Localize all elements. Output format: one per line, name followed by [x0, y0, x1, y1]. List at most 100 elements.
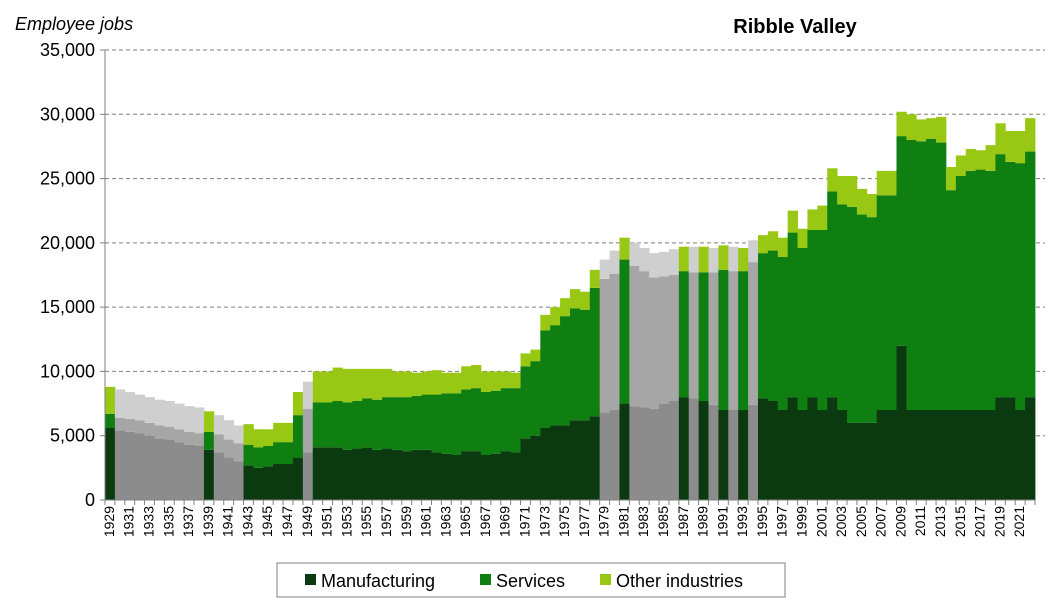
bar-manufacturing — [362, 447, 373, 500]
bar-other-industries — [471, 365, 482, 389]
bar-manufacturing — [292, 457, 304, 500]
bar-services — [1005, 161, 1016, 398]
bar-manufacturing — [985, 410, 996, 500]
x-tick-label: 1933 — [141, 506, 157, 537]
bar-manufacturing — [391, 449, 403, 500]
bar-manufacturing — [926, 410, 937, 500]
bar-other-industries — [886, 170, 897, 196]
bar-manufacturing — [233, 461, 244, 500]
bar-manufacturing — [253, 467, 264, 500]
bar-manufacturing — [975, 410, 986, 500]
bar-other-industries — [629, 242, 640, 266]
bar-services — [698, 272, 709, 401]
bar-services — [777, 257, 789, 410]
bar-services — [164, 426, 175, 440]
bar-other-industries — [688, 246, 700, 273]
x-tick-label: 1957 — [378, 506, 394, 537]
bar-manufacturing — [342, 449, 353, 500]
bar-manufacturing — [886, 410, 897, 500]
bar-other-industries — [401, 371, 413, 398]
bar-services — [649, 277, 660, 409]
bar-other-industries — [391, 371, 403, 398]
bar-services — [312, 402, 324, 448]
bar-services — [995, 154, 1006, 398]
bar-services — [500, 388, 512, 452]
bar-services — [372, 399, 383, 450]
bar-other-industries — [1005, 131, 1016, 162]
legend-swatch-other-industries — [600, 574, 611, 585]
bar-other-industries — [283, 422, 294, 443]
bar-manufacturing — [550, 425, 561, 500]
bar-manufacturing — [678, 397, 690, 500]
legend-label-services: Services — [496, 571, 565, 591]
bar-other-industries — [738, 248, 749, 272]
y-tick-label: 25,000 — [40, 169, 95, 189]
bar-services — [936, 142, 947, 411]
bar-other-industries — [441, 372, 452, 394]
bar-manufacturing — [213, 452, 225, 500]
bar-manufacturing — [866, 422, 878, 500]
bar-manufacturing — [500, 451, 512, 500]
bars — [105, 111, 1036, 500]
bar-other-industries — [451, 372, 462, 394]
bar-services — [441, 393, 452, 454]
x-tick-label: 1975 — [556, 506, 572, 537]
bar-services — [263, 446, 274, 467]
bar-services — [451, 393, 462, 455]
x-tick-label: 1947 — [279, 506, 295, 537]
bar-manufacturing — [856, 422, 868, 500]
x-tick-label: 1969 — [497, 506, 513, 537]
bar-other-industries — [866, 194, 878, 218]
bar-other-industries — [678, 246, 690, 272]
bar-services — [767, 250, 779, 401]
bar-manufacturing — [847, 422, 858, 500]
bar-other-industries — [530, 349, 541, 362]
bar-other-industries — [510, 372, 521, 389]
bar-other-industries — [263, 429, 274, 446]
bar-other-industries — [906, 114, 917, 140]
bar-manufacturing — [708, 404, 719, 500]
bar-other-industries — [382, 368, 393, 398]
y-axis-ticks: 0 5,000 10,000 15,000 20,000 25,000 30,000 35,0… — [40, 40, 105, 510]
bar-other-industries — [233, 425, 244, 444]
bar-services — [757, 253, 769, 399]
bar-other-industries — [480, 371, 492, 392]
bar-manufacturing — [431, 452, 442, 500]
bar-manufacturing — [471, 451, 482, 500]
bar-manufacturing — [322, 447, 333, 500]
bar-other-industries — [500, 371, 512, 389]
bar-manufacturing — [589, 416, 601, 500]
bar-other-industries — [975, 150, 986, 170]
bar-services — [550, 325, 561, 426]
bar-services — [876, 195, 887, 410]
bar-manufacturing — [599, 412, 610, 500]
bar-other-industries — [461, 366, 472, 390]
x-tick-label: 2003 — [833, 506, 849, 537]
bar-other-industries — [174, 403, 185, 430]
bar-services — [659, 276, 670, 404]
bar-services — [342, 402, 353, 450]
bar-manufacturing — [520, 438, 531, 500]
bar-manufacturing — [461, 451, 472, 500]
bar-other-industries — [332, 367, 343, 401]
bar-manufacturing — [1015, 410, 1026, 500]
bar-services — [738, 271, 749, 410]
bar-services — [530, 361, 541, 436]
bar-other-industries — [372, 368, 383, 400]
bar-other-industries — [550, 307, 561, 326]
bar-manufacturing — [223, 457, 235, 500]
bar-other-industries — [124, 392, 136, 419]
bar-manufacturing — [936, 410, 947, 500]
bar-manufacturing — [837, 410, 848, 500]
bar-services — [431, 394, 442, 453]
y-tick-label: 5,000 — [50, 426, 95, 446]
bar-services — [332, 401, 343, 448]
bar-other-industries — [352, 368, 363, 401]
bar-services — [352, 401, 363, 449]
bar-other-industries — [757, 235, 769, 254]
bar-services — [105, 413, 116, 428]
bar-services — [718, 269, 729, 410]
bar-services — [639, 271, 650, 408]
x-tick-label: 2015 — [952, 506, 968, 537]
bar-other-industries — [302, 381, 314, 409]
